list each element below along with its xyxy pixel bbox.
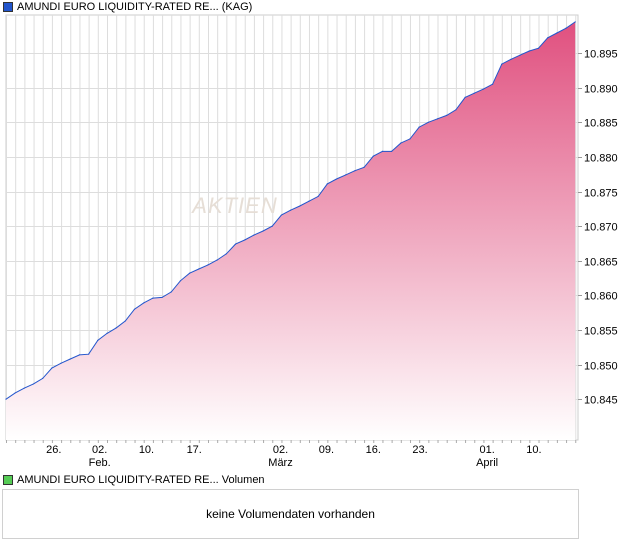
data-point: [225, 253, 227, 255]
x-tick-label: 02.: [273, 444, 288, 456]
y-tick-label: 10.870: [584, 222, 618, 234]
data-point: [133, 308, 136, 310]
x-tick-label: 23.: [412, 444, 427, 456]
data-point: [363, 166, 365, 168]
data-point: [124, 320, 126, 322]
volume-legend-label: AMUNDI EURO LIQUIDITY-RATED RE... Volume…: [17, 474, 265, 486]
data-point: [216, 259, 218, 261]
data-point: [381, 150, 384, 152]
data-point: [400, 142, 402, 144]
x-tick-label: 01.: [479, 444, 494, 456]
data-point: [207, 264, 209, 266]
data-point: [115, 327, 117, 329]
data-point: [418, 126, 420, 128]
data-point: [262, 230, 264, 232]
data-point: [547, 37, 549, 39]
data-point: [152, 297, 154, 299]
data-point: [42, 377, 44, 379]
data-point: [492, 83, 494, 85]
volume-legend: AMUNDI EURO LIQUIDITY-RATED RE... Volume…: [3, 474, 265, 486]
y-tick-label: 10.890: [584, 84, 618, 96]
y-tick-label: 10.880: [584, 153, 618, 165]
data-point: [5, 398, 7, 400]
data-point: [537, 47, 540, 49]
data-point: [244, 239, 246, 241]
data-point: [280, 214, 283, 216]
data-point: [501, 63, 503, 65]
x-month-label: April: [476, 457, 498, 469]
data-point: [427, 121, 429, 123]
data-point: [299, 205, 301, 207]
data-point: [234, 243, 237, 245]
data-point: [106, 332, 108, 335]
data-point: [170, 291, 172, 293]
data-point: [23, 387, 25, 389]
data-point: [78, 354, 81, 356]
data-point: [436, 118, 439, 120]
data-point: [455, 109, 457, 111]
data-point: [88, 353, 90, 355]
x-tick-label: 10.: [139, 444, 154, 456]
data-point: [354, 170, 356, 172]
data-point: [60, 362, 62, 364]
price-legend: AMUNDI EURO LIQUIDITY-RATED RE... (KAG): [3, 1, 252, 13]
data-point: [446, 114, 448, 116]
data-point: [179, 280, 182, 282]
price-area: [6, 21, 576, 441]
data-point: [290, 209, 292, 211]
data-point: [143, 302, 145, 304]
price-chart: AKTIEN 10.845 10.850 10.855 10.860 10.865 10.…: [5, 14, 618, 469]
data-point: [14, 392, 16, 394]
volume-panel: keine Volumendaten vorhanden: [2, 489, 579, 539]
data-point: [161, 296, 163, 299]
data-point: [519, 54, 521, 56]
data-point: [565, 27, 567, 29]
volume-empty-message: keine Volumendaten vorhanden: [206, 507, 375, 521]
y-tick-label: 10.895: [584, 49, 618, 61]
x-tick-label: 17.: [187, 444, 202, 456]
x-month-label: März: [268, 457, 292, 469]
y-tick-label: 10.850: [584, 361, 618, 373]
x-tick-label: 02.: [92, 444, 107, 456]
data-point: [510, 58, 512, 60]
data-point: [189, 272, 191, 274]
y-tick-label: 10.855: [584, 326, 618, 338]
data-point: [473, 92, 475, 94]
y-tick-label: 10.885: [584, 118, 618, 130]
x-tick-label: 10.: [526, 444, 541, 456]
y-tick-label: 10.875: [584, 188, 618, 200]
data-point: [391, 150, 393, 152]
y-tick-label: 10.865: [584, 257, 618, 269]
data-point: [464, 96, 466, 98]
data-point: [326, 183, 328, 185]
data-point: [528, 50, 530, 52]
data-point: [51, 367, 53, 369]
x-tick-label: 26.: [46, 444, 61, 456]
data-point: [372, 155, 374, 157]
data-point: [482, 88, 485, 90]
data-point: [317, 195, 319, 197]
volume-legend-swatch: [3, 475, 13, 485]
data-point: [308, 200, 310, 202]
data-point: [345, 174, 347, 176]
data-point: [409, 138, 411, 140]
data-point: [335, 178, 338, 180]
x-tick-label: 16.: [366, 444, 381, 456]
y-tick-label: 10.845: [584, 395, 618, 407]
data-point: [556, 32, 558, 34]
price-legend-label: AMUNDI EURO LIQUIDITY-RATED RE... (KAG): [17, 1, 253, 13]
watermark: AKTIEN: [190, 193, 277, 218]
price-legend-swatch: [3, 2, 13, 12]
data-point: [574, 21, 576, 23]
data-point: [69, 358, 71, 360]
data-point: [271, 225, 273, 227]
data-point: [32, 383, 35, 385]
data-point: [97, 339, 99, 341]
data-point: [198, 268, 200, 270]
x-month-label: Feb.: [89, 457, 111, 469]
x-tick-label: 09.: [319, 444, 334, 456]
data-point: [253, 234, 255, 236]
y-tick-label: 10.860: [584, 291, 618, 303]
